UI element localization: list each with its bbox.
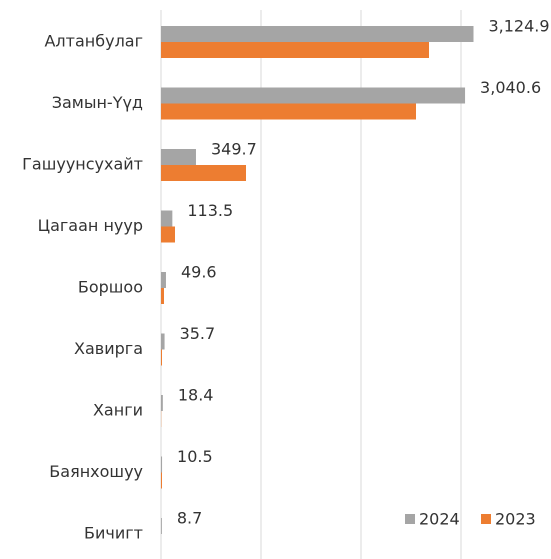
value-label: 3,040.6 [480, 78, 541, 97]
category-label: Цагаан нуур [38, 216, 143, 235]
bar [161, 42, 429, 58]
bar [161, 472, 162, 489]
category-label: Хавирга [74, 339, 143, 358]
value-label: 113.5 [187, 201, 233, 220]
bar [161, 349, 162, 366]
bar [161, 226, 175, 243]
bar [161, 288, 164, 304]
bar [161, 395, 163, 411]
value-label: 18.4 [178, 386, 214, 405]
value-label: 10.5 [177, 447, 213, 466]
category-label: Замын-Үүд [52, 93, 143, 112]
category-label: Бичигт [84, 524, 143, 543]
bar [161, 518, 162, 534]
value-label: 349.7 [211, 140, 257, 159]
bar [161, 333, 165, 350]
legend-label: 2023 [495, 510, 536, 529]
category-label: Баянхошуу [49, 462, 143, 481]
value-label: 35.7 [180, 324, 216, 343]
bar [161, 103, 416, 120]
legend-label: 2024 [419, 510, 460, 529]
category-label: Ханги [93, 401, 143, 420]
bar [161, 165, 246, 181]
category-label: Боршоо [78, 278, 143, 297]
legend-swatch [405, 514, 415, 524]
category-label: Алтанбулаг [44, 32, 143, 51]
bar [161, 456, 163, 473]
bar [161, 87, 466, 104]
legend-swatch [481, 514, 491, 524]
category-label: Гашуунсухайт [22, 155, 143, 174]
bar [161, 26, 474, 42]
bar [161, 149, 196, 165]
value-label: 49.6 [181, 263, 217, 282]
bar [161, 272, 166, 288]
value-label: 3,124.9 [488, 17, 549, 36]
bar [161, 210, 173, 227]
value-label: 8.7 [177, 509, 202, 528]
